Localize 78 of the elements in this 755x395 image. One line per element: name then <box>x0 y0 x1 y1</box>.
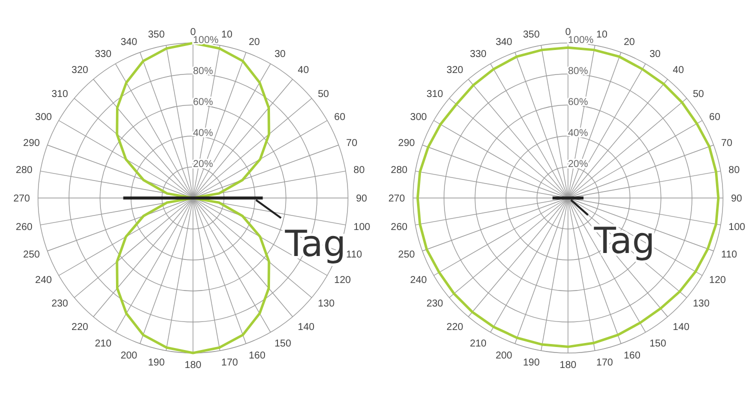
spoke-label: 300 <box>410 112 428 124</box>
spoke-label: 120 <box>709 275 726 286</box>
spoke-label: 330 <box>94 48 112 60</box>
text: Tag <box>284 224 346 265</box>
spoke-label: 260 <box>16 222 33 233</box>
spoke-label: 190 <box>148 358 166 369</box>
spoke-label: 310 <box>426 88 444 100</box>
spoke-label: 160 <box>624 350 641 362</box>
y-tick-label: 80% <box>568 66 588 77</box>
spoke-label: 140 <box>672 322 690 333</box>
spoke-label: 310 <box>51 88 69 100</box>
spoke-label: 210 <box>470 338 487 350</box>
spoke-label: 150 <box>650 338 667 350</box>
spoke-label: 190 <box>523 358 540 369</box>
spoke-label: 20 <box>248 36 260 48</box>
spoke-label: 260 <box>390 222 408 233</box>
spoke-label: 270 <box>13 194 30 205</box>
spoke-label: 250 <box>398 249 416 260</box>
spoke-label: 220 <box>72 322 89 333</box>
spoke-label: 350 <box>148 29 166 40</box>
spoke-label: 250 <box>23 249 40 260</box>
spoke-label: 80 <box>354 165 366 176</box>
spoke-label: 10 <box>221 29 233 40</box>
y-tick-label: 60% <box>568 97 588 108</box>
spoke-label: 90 <box>356 194 368 205</box>
spoke-label: 350 <box>523 29 540 40</box>
spoke-label: 240 <box>410 275 428 286</box>
spoke-label: 50 <box>692 88 704 100</box>
spoke-label: 180 <box>184 360 202 372</box>
spoke-label: 150 <box>274 338 292 350</box>
spoke-label: 280 <box>16 165 33 176</box>
spoke-label: 330 <box>470 48 487 60</box>
spoke-label: 290 <box>23 138 40 149</box>
spoke-label: 80 <box>728 165 740 176</box>
spoke-label: 170 <box>596 358 614 369</box>
y-tick-label: 80% <box>193 66 214 77</box>
y-tick-label: 100% <box>193 35 219 46</box>
spoke-label: 110 <box>346 249 363 260</box>
spoke-label: 270 <box>388 194 406 205</box>
spoke-label: 290 <box>398 138 416 149</box>
spoke-label: 160 <box>248 350 266 362</box>
spoke-label: 180 <box>560 360 577 372</box>
spoke-label: 220 <box>446 322 464 333</box>
spoke-label: 210 <box>94 338 112 350</box>
spoke-label: 340 <box>496 36 513 48</box>
spoke-label: 70 <box>721 138 733 149</box>
spoke-label: 70 <box>346 138 358 149</box>
spoke-label: 100 <box>728 222 746 233</box>
spoke-label: 20 <box>624 36 636 48</box>
spoke-label: 90 <box>731 194 743 205</box>
spoke-label: 100 <box>354 222 371 233</box>
spoke-label: 200 <box>120 350 138 362</box>
spoke-label: 130 <box>692 298 710 310</box>
text: Tag <box>593 221 655 262</box>
spoke-label: 50 <box>318 88 330 100</box>
y-tick-label: 100% <box>568 35 594 46</box>
spoke-label: 110 <box>721 249 738 260</box>
spoke-label: 280 <box>390 165 408 176</box>
spoke-label: 200 <box>496 350 513 362</box>
spoke-label: 10 <box>596 29 608 40</box>
spoke-label: 40 <box>672 65 684 76</box>
spoke-label: 240 <box>35 275 52 286</box>
spoke-label: 30 <box>650 48 662 60</box>
spoke-label: 320 <box>446 65 464 76</box>
spoke-label: 60 <box>709 112 721 124</box>
spoke-label: 140 <box>298 322 315 333</box>
spoke-label: 170 <box>221 358 238 369</box>
spoke-label: 230 <box>426 298 444 310</box>
spoke-label: 30 <box>274 48 286 60</box>
spoke-label: 320 <box>72 65 89 76</box>
y-tick-label: 60% <box>193 97 214 108</box>
spoke-label: 60 <box>334 112 346 124</box>
spoke-label: 300 <box>35 112 52 124</box>
spoke-label: 120 <box>334 275 352 286</box>
spoke-label: 40 <box>298 65 310 76</box>
spoke-label: 130 <box>318 298 335 310</box>
spoke-label: 230 <box>51 298 69 310</box>
spoke-label: 340 <box>120 36 138 48</box>
